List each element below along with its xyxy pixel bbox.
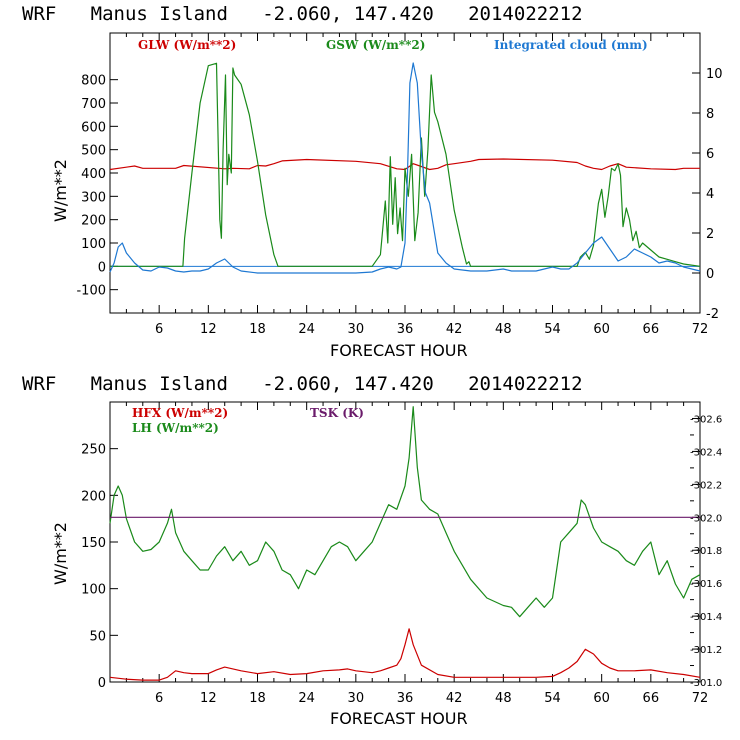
x-tick-label: 48 (495, 691, 512, 706)
bottom-y2-tick-labels: -301.0 -301.2 -301.4 -301.6 -301.8 -302.0 -302… (690, 414, 722, 689)
series-line-glw (109, 158, 700, 171)
x-tick-label: 72 (692, 322, 709, 337)
legend-glw: GLW (W/m**2) (138, 38, 236, 52)
y-tick-label: 500 (81, 144, 106, 159)
x-tick-label: 24 (298, 322, 315, 337)
x-tick-label: 66 (643, 322, 660, 337)
top-y2-tick-labels: -2 0 2 4 6 8 10 (706, 67, 723, 322)
x-tick-label: 30 (348, 322, 365, 337)
x-tick-label: 66 (643, 691, 660, 706)
x-tick-label: 54 (544, 691, 561, 706)
x-tick-label: 60 (593, 691, 610, 706)
bottom-y-axis-label: W/m**2 (51, 522, 70, 585)
y2-tick-label: -2 (706, 307, 719, 322)
y2-tick-label: -302.0 (690, 513, 722, 524)
legend-cloud: Integrated cloud (mm) (494, 38, 648, 52)
y-tick-label: 150 (81, 536, 106, 551)
y2-tick-label: -301.0 (690, 678, 722, 689)
legend-gsw: GSW (W/m**2) (326, 38, 425, 52)
y-tick-label: 400 (81, 167, 106, 182)
x-tick-label: 6 (155, 691, 163, 706)
top-chart-title: WRF Manus Island -2.060, 147.420 2014022… (22, 3, 583, 25)
y-tick-label: 800 (81, 74, 106, 89)
x-tick-label: 42 (446, 322, 463, 337)
y2-tick-label: -302.6 (690, 414, 722, 425)
top-chart: WRF Manus Island -2.060, 147.420 2014022… (22, 3, 723, 360)
bottom-chart-title: WRF Manus Island -2.060, 147.420 2014022… (22, 373, 583, 395)
y2-tick-label: 4 (706, 187, 714, 202)
x-tick-label: 18 (249, 322, 266, 337)
y-tick-label: -100 (76, 284, 106, 299)
legend-hfx: HFX (W/m**2) (132, 406, 228, 420)
y2-tick-label: 2 (706, 227, 714, 242)
x-tick-label: 18 (249, 691, 266, 706)
x-tick-label: 72 (692, 691, 709, 706)
top-x-tick-labels: 6 12 18 24 30 36 42 48 54 60 66 72 (155, 322, 708, 337)
series-line-lh (109, 406, 701, 618)
y2-tick-label: 10 (706, 67, 723, 82)
y-tick-label: 100 (81, 583, 106, 598)
y2-tick-label: -301.6 (690, 579, 722, 590)
bottom-x-tick-labels: 6 12 18 24 30 36 42 48 54 60 66 72 (155, 691, 708, 706)
bottom-y-tick-labels: 0 50 100 150 200 250 (81, 443, 106, 691)
x-tick-label: 12 (200, 691, 217, 706)
y-tick-label: 0 (98, 676, 106, 691)
y2-tick-label: -301.4 (690, 612, 722, 623)
y2-tick-label: -302.4 (690, 447, 722, 458)
legend-lh: LH (W/m**2) (132, 421, 219, 435)
y2-tick-label: -301.8 (690, 546, 722, 557)
top-y-tick-labels: -100 0 100 200 300 400 500 600 700 800 (76, 74, 106, 299)
y2-tick-label: -301.2 (690, 645, 722, 656)
bottom-plot-frame (109, 401, 701, 683)
x-tick-label: 6 (155, 322, 163, 337)
y-tick-label: 0 (98, 260, 106, 275)
x-tick-label: 36 (397, 322, 414, 337)
y-tick-label: 250 (81, 443, 106, 458)
bottom-x-axis-label: FORECAST HOUR (330, 709, 468, 728)
y2-tick-label: 0 (706, 267, 714, 282)
x-tick-label: 30 (348, 691, 365, 706)
bottom-chart: WRF Manus Island -2.060, 147.420 2014022… (22, 373, 722, 728)
y-tick-label: 50 (89, 629, 106, 644)
bottom-tick-marks (110, 401, 700, 683)
top-tick-marks (110, 33, 700, 314)
legend-tsk: TSK (K) (310, 406, 364, 420)
x-tick-label: 60 (593, 322, 610, 337)
top-x-axis-label: FORECAST HOUR (330, 341, 468, 360)
y2-tick-label: 8 (706, 107, 714, 122)
x-tick-label: 54 (544, 322, 561, 337)
y-tick-label: 300 (81, 190, 106, 205)
y2-tick-label: 6 (706, 147, 714, 162)
bottom-series-group (109, 406, 701, 681)
y-tick-label: 700 (81, 97, 106, 112)
x-tick-label: 42 (446, 691, 463, 706)
series-line-hfx (109, 628, 701, 681)
y-tick-label: 100 (81, 237, 106, 252)
x-tick-label: 36 (397, 691, 414, 706)
x-tick-label: 24 (298, 691, 315, 706)
y-tick-label: 200 (81, 214, 106, 229)
y-tick-label: 200 (81, 489, 106, 504)
x-tick-label: 48 (495, 322, 512, 337)
y2-tick-label: -302.2 (690, 480, 722, 491)
series-line-integrated (109, 62, 701, 274)
y-tick-label: 600 (81, 120, 106, 135)
top-series-group (109, 62, 701, 274)
x-tick-label: 12 (200, 322, 217, 337)
top-y-axis-label: W/m**2 (51, 159, 70, 222)
